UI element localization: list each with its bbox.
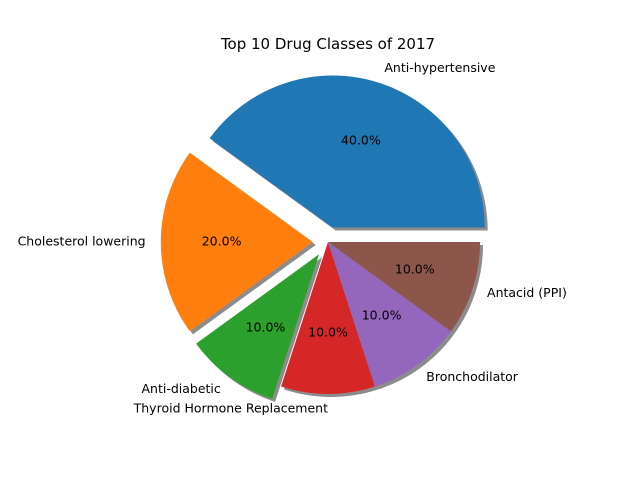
slice-label-cholesterol-lowering: Cholesterol lowering <box>18 234 146 249</box>
slice-label-thyroid-hormone-replacement: Thyroid Hormone Replacement <box>133 401 328 416</box>
chart-title: Top 10 Drug Classes of 2017 <box>220 35 435 53</box>
slice-cholesterol-lowering <box>160 152 313 332</box>
slice-percent-anti-diabetic: 10.0% <box>246 320 286 335</box>
slice-percent-anti-hypertensive: 40.0% <box>341 132 381 147</box>
slice-thyroid-hormone-replacement <box>281 242 375 394</box>
slice-anti-diabetic <box>196 254 320 399</box>
slice-label-anti-diabetic: Anti-diabetic <box>141 381 220 396</box>
slice-label-antacid-ppi: Antacid (PPI) <box>487 285 567 300</box>
slice-percent-cholesterol-lowering: 20.0% <box>202 234 242 249</box>
slices <box>160 75 485 399</box>
slice-label-bronchodilator: Bronchodilator <box>426 369 519 384</box>
slice-percent-antacid-ppi: 10.0% <box>395 262 435 277</box>
slice-labels: Anti-hypertensive 40.0% Cholesterol loweri… <box>18 60 567 416</box>
slice-label-anti-hypertensive: Anti-hypertensive <box>384 60 495 75</box>
slice-antacid-ppi <box>328 242 480 332</box>
slice-percent-thyroid-hormone-replacement: 10.0% <box>308 325 348 340</box>
slice-anti-hypertensive <box>209 75 485 228</box>
slice-percent-bronchodilator: 10.0% <box>362 307 402 322</box>
slice-bronchodilator <box>328 242 451 387</box>
